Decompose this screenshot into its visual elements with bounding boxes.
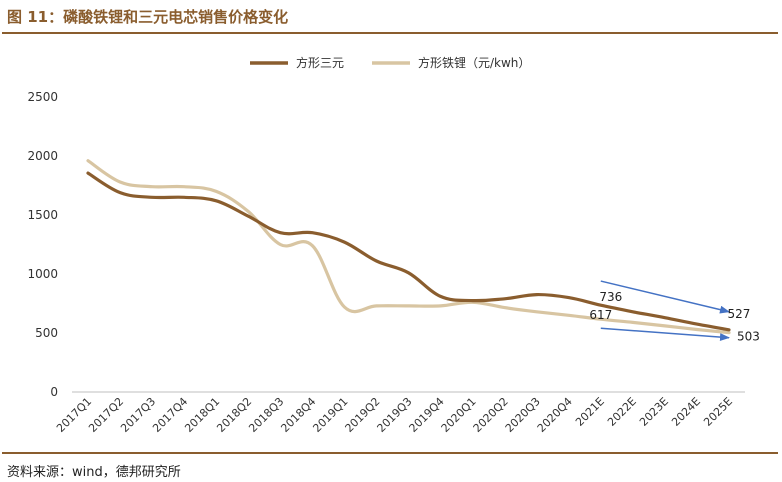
legend-label: 方形铁锂（元/kwh） <box>418 55 530 70</box>
x-tick-label: 2023E <box>637 395 671 429</box>
legend-label: 方形三元 <box>296 55 344 70</box>
data-label: 736 <box>599 290 622 304</box>
x-tick-label: 2021E <box>573 395 607 429</box>
bottom-divider <box>2 452 778 454</box>
x-tick-label: 2025E <box>701 395 735 429</box>
series-line <box>86 171 731 332</box>
y-axis: 0 500 1000 1500 2000 2500 <box>27 90 58 399</box>
x-tick-label: 2022E <box>605 395 639 429</box>
y-tick-label: 1500 <box>27 208 58 222</box>
legend: 方形三元 方形铁锂（元/kwh） <box>250 55 530 70</box>
y-tick-label: 0 <box>50 385 58 399</box>
data-label: 617 <box>589 308 612 322</box>
x-axis: 2017Q12017Q22017Q32017Q42018Q12018Q22018… <box>54 391 745 435</box>
series-group <box>86 159 731 335</box>
trend-arrows <box>600 280 730 342</box>
y-tick-label: 500 <box>35 326 58 340</box>
data-label: 503 <box>737 330 760 344</box>
y-tick-label: 2500 <box>27 90 58 104</box>
x-tick-label: 2024E <box>669 395 703 429</box>
top-divider <box>2 32 778 34</box>
y-tick-label: 2000 <box>27 149 58 163</box>
y-tick-label: 1000 <box>27 267 58 281</box>
trend-arrow <box>600 280 730 314</box>
data-label: 527 <box>728 307 751 321</box>
x-tick-label: 2020Q4 <box>535 395 575 435</box>
figure-title: 图 11：磷酸铁锂和三元电芯销售价格变化 <box>7 8 289 26</box>
trend-arrow <box>600 327 730 342</box>
data-labels: 736 527 617 503 <box>589 290 760 343</box>
source-note: 资料来源：wind，德邦研究所 <box>7 465 181 480</box>
series-line <box>86 159 731 335</box>
